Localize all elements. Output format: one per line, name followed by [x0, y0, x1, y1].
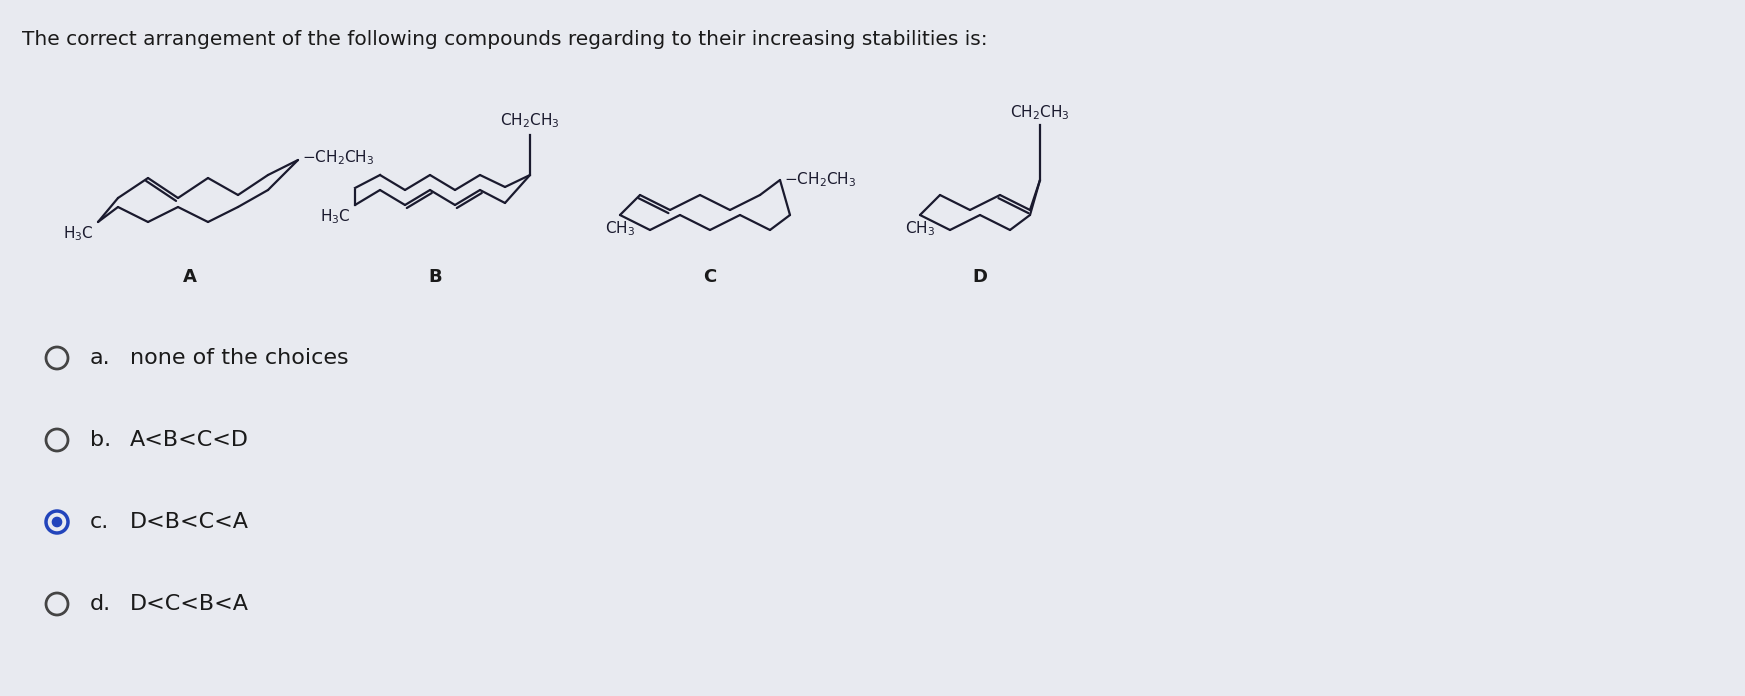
Text: d.: d.	[91, 594, 112, 614]
Text: c.: c.	[91, 512, 110, 532]
Text: D<B<C<A: D<B<C<A	[129, 512, 250, 532]
Text: The correct arrangement of the following compounds regarding to their increasing: The correct arrangement of the following…	[23, 30, 988, 49]
Text: B: B	[428, 268, 441, 286]
Text: A: A	[183, 268, 197, 286]
Text: C: C	[703, 268, 717, 286]
Text: H$_3$C: H$_3$C	[321, 207, 351, 226]
Circle shape	[52, 517, 61, 527]
Text: none of the choices: none of the choices	[129, 348, 349, 368]
Text: a.: a.	[91, 348, 110, 368]
Text: $-$CH$_2$CH$_3$: $-$CH$_2$CH$_3$	[302, 149, 375, 167]
Text: CH$_2$CH$_3$: CH$_2$CH$_3$	[501, 111, 560, 130]
Text: CH$_3$: CH$_3$	[606, 219, 635, 238]
Text: CH$_3$: CH$_3$	[906, 219, 935, 238]
Text: A<B<C<D: A<B<C<D	[129, 430, 250, 450]
Text: D: D	[972, 268, 988, 286]
Text: b.: b.	[91, 430, 112, 450]
Text: $-$CH$_2$CH$_3$: $-$CH$_2$CH$_3$	[784, 171, 857, 189]
Text: CH$_2$CH$_3$: CH$_2$CH$_3$	[1010, 103, 1070, 122]
Text: H$_3$C: H$_3$C	[63, 224, 94, 243]
Text: D<C<B<A: D<C<B<A	[129, 594, 250, 614]
